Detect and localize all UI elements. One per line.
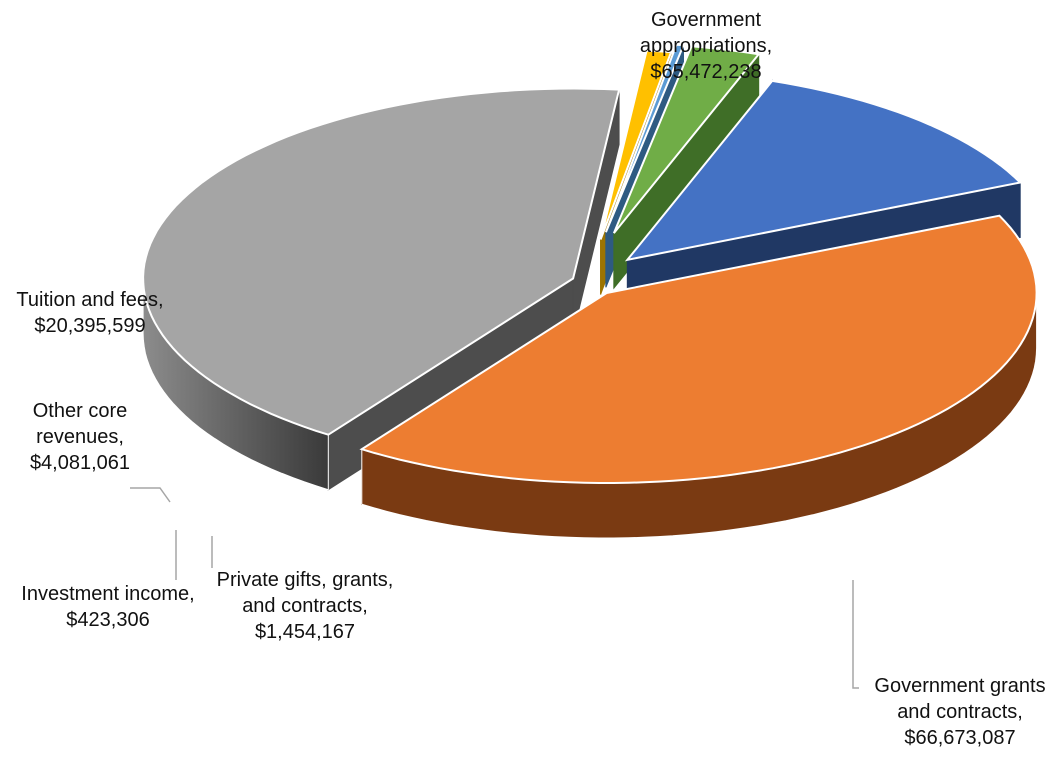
data-label-line: revenues, [36, 426, 124, 448]
data-label-tuition-and-fees: Tuition and fees, $20,395,599 [16, 289, 163, 337]
data-label-line: Tuition and fees, [16, 289, 163, 311]
data-label-line: and contracts, [897, 701, 1023, 723]
data-label-line: $65,472,238 [650, 61, 761, 83]
data-label-line: $4,081,061 [30, 452, 130, 474]
slice-government-appropriations [359, 214, 1038, 484]
slice-tuition-and-fees [624, 79, 1023, 262]
data-label-line: $66,673,087 [904, 727, 1015, 749]
leader-lines [130, 487, 859, 689]
data-label-line: Private gifts, grants, [217, 569, 394, 591]
leader-line-other-core-revenues [130, 487, 171, 503]
data-labels: Government appropriations, $65,472,238Gove… [16, 9, 1045, 749]
slice-tops [142, 43, 1038, 484]
data-label-line: and contracts, [242, 595, 368, 617]
slice-investment-income [604, 43, 685, 233]
slice-government-grants-and-contracts [142, 87, 621, 436]
data-label-investment-income: Investment income, $423,306 [21, 583, 194, 631]
data-label-line: Government [651, 9, 761, 31]
data-label-line: Investment income, [21, 583, 194, 605]
slice-other-core-revenues [612, 45, 761, 234]
data-label-line: $1,454,167 [255, 621, 355, 643]
data-label-line: $20,395,599 [34, 315, 145, 337]
data-label-line: Other core [33, 400, 127, 422]
data-label-government-appropriations: Government appropriations, $65,472,238 [640, 9, 772, 83]
data-label-other-core-revenues: Other core revenues, $4,081,061 [30, 400, 130, 474]
data-label-government-grants-and-contracts: Government grants and contracts, $66,673,0… [874, 675, 1045, 749]
slice-private-gifts-grants-and-contracts [599, 49, 673, 240]
data-label-line: appropriations, [640, 35, 772, 57]
data-label-private-gifts-grants-and-contracts: Private gifts, grants, and contracts, $1,4… [217, 569, 394, 643]
data-label-line: $423,306 [66, 609, 149, 631]
leader-line-government-grants-and-contracts [852, 580, 859, 689]
data-label-line: Government grants [874, 675, 1045, 697]
